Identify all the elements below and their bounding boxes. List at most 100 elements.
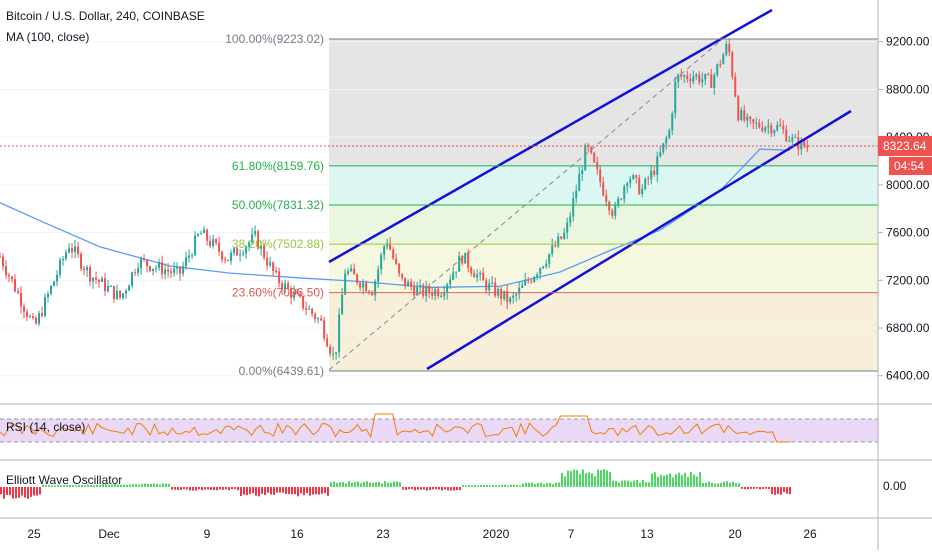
last-price-value: 8323.64 xyxy=(883,139,927,153)
candle-body xyxy=(83,268,86,271)
ewo-bar xyxy=(126,484,128,487)
candle-body xyxy=(530,280,533,282)
candle-body xyxy=(260,245,263,249)
ewo-bar xyxy=(408,487,410,490)
candle-body xyxy=(161,262,164,275)
candle-body xyxy=(278,271,281,284)
candle-body xyxy=(128,285,131,291)
ewo-bar xyxy=(627,480,629,487)
ewo-bar xyxy=(432,487,434,490)
ewo-bar xyxy=(441,487,443,491)
ewo-bar xyxy=(438,487,440,490)
candle-body xyxy=(536,274,539,277)
ewo-bar xyxy=(489,485,491,487)
ewo-bar xyxy=(273,487,275,495)
candle-body xyxy=(11,276,14,280)
fib-zone xyxy=(329,39,878,166)
candle-body xyxy=(125,290,128,294)
ewo-bar xyxy=(276,487,278,493)
ewo-bar xyxy=(507,485,509,487)
ewo-bar xyxy=(732,481,734,487)
candle-body xyxy=(794,137,797,139)
ewo-bar xyxy=(234,487,236,490)
ewo-bar xyxy=(723,481,725,487)
candle-body xyxy=(653,170,656,175)
candle-body xyxy=(518,287,521,295)
ewo-bar xyxy=(696,476,698,487)
candle-body xyxy=(68,248,71,253)
candle-body xyxy=(44,297,47,316)
ewo-bar xyxy=(771,487,773,494)
ewo-bar xyxy=(738,483,740,487)
ewo-bar xyxy=(81,484,83,487)
candle-body xyxy=(803,140,806,147)
ewo-bar xyxy=(672,477,674,487)
channel-upper-line[interactable] xyxy=(328,8,773,264)
ewo-bar xyxy=(264,487,266,496)
rsi-legend[interactable]: RSI (14, close) xyxy=(6,420,85,434)
candle-body xyxy=(698,74,701,83)
candle-body xyxy=(194,235,197,256)
candle-body xyxy=(569,216,572,223)
candle-body xyxy=(137,268,140,274)
candle-body xyxy=(629,179,632,184)
x-tick-label: 9 xyxy=(204,527,211,541)
ewo-bar xyxy=(180,487,182,490)
trend-channel[interactable] xyxy=(328,8,852,371)
ewo-bar xyxy=(423,487,425,490)
candle-body xyxy=(419,285,422,288)
ewo-bar xyxy=(753,487,755,489)
ewo-bar xyxy=(57,484,59,487)
ma-legend[interactable]: MA (100, close) xyxy=(6,30,89,44)
ewo-bar xyxy=(360,483,362,487)
ewo-bar xyxy=(318,487,320,495)
ewo-bar xyxy=(105,483,107,487)
fibonacci-zones xyxy=(329,39,878,371)
ewo-bar xyxy=(483,484,485,487)
ewo-bar xyxy=(261,487,263,494)
candle-body xyxy=(53,281,56,286)
candle-body xyxy=(764,127,767,131)
candle-body xyxy=(449,279,452,285)
candle-body xyxy=(485,280,488,291)
ewo-bar xyxy=(699,471,701,487)
ewo-bar xyxy=(3,487,5,499)
candle-body xyxy=(38,313,41,324)
ewo-legend[interactable]: Elliott Wave Oscillator xyxy=(6,473,122,487)
candle-body xyxy=(737,96,740,120)
candle-body xyxy=(59,259,62,275)
ewo-bar xyxy=(129,484,131,487)
candle-body xyxy=(329,346,332,354)
ewo-bar xyxy=(396,481,398,487)
ewo-bar xyxy=(258,487,260,497)
candle-body xyxy=(746,116,749,121)
candle-body xyxy=(671,113,674,131)
candle-body xyxy=(170,271,173,273)
ewo-bar xyxy=(687,476,689,487)
candle-body xyxy=(212,239,215,246)
candle-body xyxy=(701,79,704,83)
candle-body xyxy=(272,262,275,272)
ewo-bar xyxy=(705,482,707,487)
candle-body xyxy=(71,248,74,253)
candle-body xyxy=(254,231,257,235)
candle-body xyxy=(575,190,578,199)
ewo-bar xyxy=(405,487,407,490)
y-tick-label: 8800.00 xyxy=(886,82,930,96)
candle-body xyxy=(239,254,242,256)
candle-body xyxy=(224,259,227,261)
candle-body xyxy=(179,266,182,274)
ewo-bar xyxy=(246,487,248,496)
x-tick-label: 13 xyxy=(640,527,654,541)
candle-body xyxy=(305,308,308,310)
ewo-bar xyxy=(576,470,578,487)
candle-body xyxy=(401,273,404,278)
ewo-bar xyxy=(147,483,149,487)
candle-body xyxy=(608,201,611,211)
ewo-bar xyxy=(573,469,575,487)
candle-body xyxy=(152,268,155,272)
ewo-bar xyxy=(414,487,416,491)
channel-lower-line[interactable] xyxy=(426,109,852,371)
